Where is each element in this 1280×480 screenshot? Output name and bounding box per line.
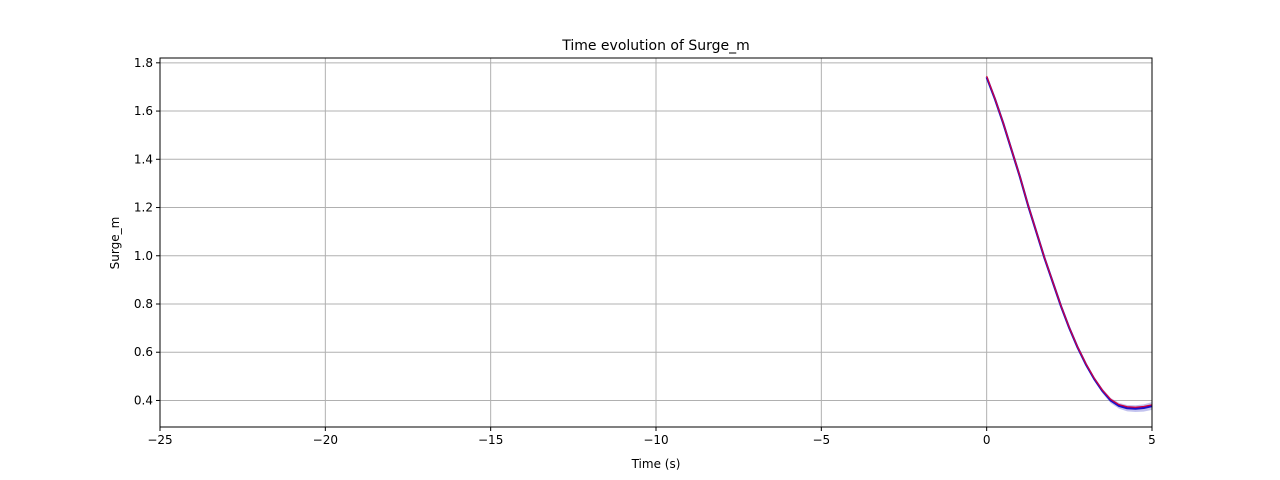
x-tick-label: −25 (147, 433, 172, 447)
y-axis: 0.4 0.6 0.8 1.0 1.2 1.4 1.6 1.8 (134, 56, 160, 407)
x-tick-label: −10 (643, 433, 668, 447)
y-tick-label: 0.6 (134, 345, 153, 359)
x-axis-label: Time (s) (631, 457, 681, 471)
grid (159, 58, 1153, 427)
y-tick-label: 1.8 (134, 56, 153, 70)
y-tick-label: 1.6 (134, 104, 153, 118)
y-axis-label: Surge_m (108, 217, 122, 270)
y-tick-label: 1.4 (134, 152, 153, 166)
y-tick-label: 1.0 (134, 249, 153, 263)
x-tick-label: 5 (1148, 433, 1156, 447)
x-tick-label: 0 (983, 433, 991, 447)
plot-area (985, 75, 1153, 413)
y-tick-label: 0.4 (134, 393, 153, 407)
x-tick-label: −5 (812, 433, 830, 447)
y-tick-label: 1.2 (134, 201, 153, 215)
y-tick-label: 0.8 (134, 297, 153, 311)
chart-title: Time evolution of Surge_m (561, 38, 750, 54)
x-tick-label: −20 (313, 433, 338, 447)
x-axis: −25 −20 −15 −10 −5 0 5 (147, 427, 1156, 447)
x-tick-label: −15 (478, 433, 503, 447)
series-line-red (986, 75, 1153, 408)
